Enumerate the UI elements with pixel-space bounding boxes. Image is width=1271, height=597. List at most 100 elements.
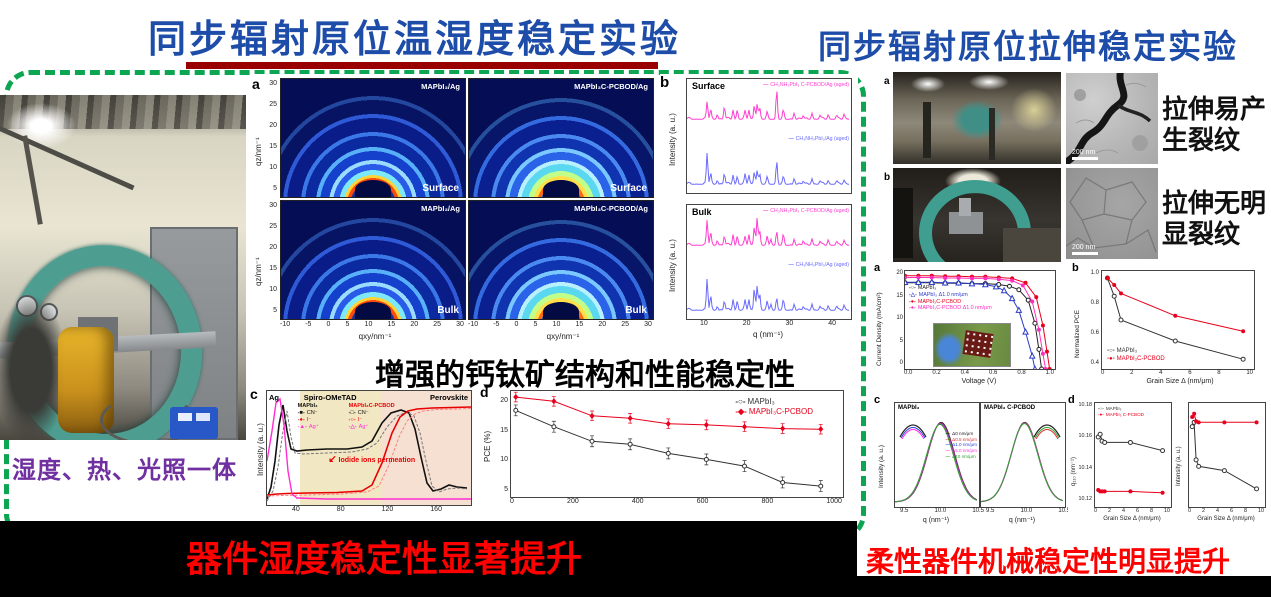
sem-cracked: 200 nm bbox=[1066, 73, 1158, 164]
dark-frame bbox=[923, 102, 931, 158]
panel-rd-xlabel2: Grain Size Δ (nm/μm) bbox=[1197, 516, 1255, 522]
caption-crack: 拉伸易产 生裂纹 bbox=[1162, 94, 1267, 155]
legend-pcbod: — CH₃NH₃PbI₃ C-PCBOD/Ag (aged) bbox=[763, 208, 849, 214]
peak-inset bbox=[899, 424, 927, 439]
panel-d-ylabel: PCE (%) bbox=[483, 430, 492, 462]
panel-rd-plot-q110: -○- MAPbI₃ -●- MAPbI₃ C-PCBOD bbox=[1094, 402, 1172, 508]
stage-inside-ring bbox=[959, 198, 971, 216]
panel-b-surface-plot: Surface — CH₃NH₃PbI₃ C-PCBOD/Ag (aged) — C… bbox=[686, 78, 852, 194]
panel-c-legend-mapbi3: MAPbI₃ -■- CN⁻ -●- I⁻ -▲- Ag⁺ bbox=[297, 403, 319, 430]
panel-b-xlabel: q (nm⁻¹) bbox=[753, 330, 783, 339]
teal-equipment bbox=[951, 100, 1003, 140]
panel-rb-label: b bbox=[1072, 262, 1079, 274]
legend-header: MAPbI₃ bbox=[297, 403, 318, 409]
panel-rb-yticks: 1.0 0.8 0.6 0.4 bbox=[1090, 270, 1099, 366]
panel-rc-xticks1: 9.5 10.0 10.5 bbox=[900, 508, 984, 514]
title-left: 同步辐射原位温湿度稳定实验 bbox=[148, 19, 682, 61]
panel-a-xticks-left: -10 -5 0 5 10 15 20 25 30 bbox=[280, 321, 464, 328]
giwaxs-sample-label: MAPbI₃/Ag bbox=[421, 204, 460, 213]
panel-c-curves bbox=[267, 397, 471, 502]
giwaxs-pcbod-bulk: MAPbI₃C-PCBOD/Ag Bulk bbox=[468, 200, 654, 320]
panel-rd-xticks1: 0 2 4 6 8 10 bbox=[1094, 508, 1170, 514]
panel-rc-xlabel1: q (nm⁻¹) bbox=[922, 517, 950, 524]
left-photo-caption: 湿度、热、光照一体 bbox=[12, 457, 237, 484]
panel-rc-legend: — Δ0 nm/μm — Δ0.5 nm/μm — Δ1.0 nm/μm — Δ5.0 nm/… bbox=[945, 431, 977, 459]
subpanel-title: MAPbI₃ bbox=[898, 405, 920, 411]
title-right: 同步辐射原位拉伸稳定实验 bbox=[818, 30, 1238, 66]
crack-graphic bbox=[1066, 73, 1152, 164]
peak-curves-mapbi3 bbox=[895, 421, 978, 503]
panel-a-yticks-top: 30 25 20 15 10 5 bbox=[269, 80, 277, 192]
giwaxs-sample-label: MAPbI₃/Ag bbox=[421, 82, 460, 91]
middle-conclusion: 器件湿度稳定性显著提升 bbox=[186, 539, 583, 579]
lamp-glow bbox=[911, 76, 945, 92]
right-conclusion: 柔性器件机械稳定性明显提升 bbox=[866, 547, 1231, 578]
panel-b-ylabel: Intensity (a. u.) bbox=[668, 113, 677, 166]
panel-rb-npce: b Normalized PCE 1.0 0.8 0.6 0.4 -○- MAPbI₃ -… bbox=[1072, 262, 1268, 394]
panel-rb-legend: -○- MAPbI₃ -●- MAPbI₃C-PCBOD bbox=[1107, 348, 1165, 362]
panel-a-ylabel: qz/nm⁻¹ bbox=[254, 137, 263, 166]
grain-boundaries bbox=[1066, 177, 1157, 253]
panel-d-pce: d PCE (%) 20 15 10 5 -○- MAPbI₃ -◆- MAPbI₃C-PC… bbox=[480, 384, 848, 520]
right-photo-a-label: a bbox=[884, 76, 890, 87]
giwaxs-region-label: Surface bbox=[610, 183, 647, 194]
panel-rd-yticks: 10.18 10.16 10.14 10.12 bbox=[1078, 402, 1093, 502]
panel-a-giwaxs: a qz/nm⁻¹ qz/nm⁻¹ 30 25 20 15 10 5 30 25 20 15 10… bbox=[250, 74, 658, 350]
panel-rb-xticks: 0 2 4 6 8 10 bbox=[1101, 370, 1253, 376]
panel-rc-ylabel: Intensity (a. u.) bbox=[878, 445, 885, 488]
panel-ra-legend: -○- MAPbI₃ -△- MAPbI₃ Δ1.0 nm/μm -●- MAPbI₃C-… bbox=[909, 285, 992, 312]
panel-a-yticks-bottom: 30 25 20 15 10 5 bbox=[269, 202, 277, 314]
giwaxs-sample-label: MAPbI₃C-PCBOD/Ag bbox=[574, 204, 648, 213]
side-panel bbox=[893, 188, 913, 258]
panel-rd-xticks2: 0 2 4 6 8 10 bbox=[1188, 508, 1264, 514]
panel-rc-peaks: c Intensity (a. u.) MAPbI₃ — Δ0 nm/μm — Δ0.… bbox=[874, 394, 1070, 536]
giwaxs-sample-label: MAPbI₃C-PCBOD/Ag bbox=[574, 82, 648, 91]
title-underline bbox=[186, 62, 658, 69]
panel-b-ylabel2: Intensity (a. u.) bbox=[668, 239, 677, 292]
panel-rd-ylabel-right: Intensity (a. u.) bbox=[1176, 446, 1182, 486]
peak-curves-pcbod bbox=[981, 421, 1064, 503]
panel-d-plot: -○- MAPbI₃ -◆- MAPbI₃C-PCBOD bbox=[510, 390, 844, 498]
panel-ra-xlabel: Voltage (V) bbox=[961, 378, 997, 385]
panel-a-ylabel2: qz/nm⁻¹ bbox=[254, 257, 263, 286]
panel-d-xticks: 0 200 400 600 800 1000 bbox=[510, 498, 842, 505]
giwaxs-region-label: Surface bbox=[422, 183, 459, 194]
npce-chart bbox=[1104, 275, 1246, 362]
q110-chart bbox=[1095, 431, 1166, 495]
panel-ra-xticks: 0.0 0.2 0.4 0.6 0.8 1.0 bbox=[904, 370, 1054, 376]
panel-rb-plot: -○- MAPbI₃ -●- MAPbI₃C-PCBOD bbox=[1101, 270, 1255, 370]
panel-rc-label: c bbox=[874, 394, 881, 406]
giwaxs-mapbi3-bulk: MAPbI₃/Ag Bulk bbox=[280, 200, 466, 320]
panel-b-xticks: 10 20 30 40 bbox=[700, 320, 836, 327]
panel-c-profile: c Intensity (a. u.) Ag Spiro-OMeTAD Pero… bbox=[250, 386, 476, 520]
scale-bar: 200 nm bbox=[1072, 244, 1098, 255]
pce-chart bbox=[513, 391, 824, 492]
subpanel-title: MAPbI₃ C-PCBOD bbox=[984, 405, 1036, 411]
right-photo-b-label: b bbox=[884, 172, 891, 183]
lamp-glow bbox=[6, 103, 76, 149]
panel-rd-q110: d q₁₁₀ (nm⁻¹) 10.18 10.16 10.14 10.12 -○- MA… bbox=[1068, 394, 1268, 536]
panel-rc-plot-mapbi3: MAPbI₃ — Δ0 nm/μm — Δ0.5 nm/μm — Δ1.0 nm/μm — Δ… bbox=[894, 402, 980, 508]
legend-header: MAPbI₃C-PCBOD bbox=[348, 403, 395, 409]
stage-inside-ring bbox=[949, 212, 983, 234]
panel-c-ylabel: Intensity (a. u.) bbox=[256, 423, 265, 476]
panel-d-legend: -○- MAPbI₃ -◆- MAPbI₃C-PCBOD bbox=[735, 397, 813, 416]
caption-no-crack: 拉伸无明 显裂纹 bbox=[1162, 188, 1267, 249]
beamline-photo bbox=[0, 95, 246, 440]
panel-rd-xlabel1: Grain Size Δ (nm/μm) bbox=[1103, 516, 1161, 522]
panel-d-yticks: 20 15 10 5 bbox=[500, 397, 508, 493]
xrd-surface-curves bbox=[687, 91, 849, 186]
panel-b-label: b bbox=[660, 74, 670, 91]
blue-glove bbox=[934, 332, 964, 366]
floor-clutter bbox=[1003, 228, 1061, 263]
tensile-photo-b bbox=[893, 168, 1061, 263]
panel-ra-plot: -○- MAPbI₃ -△- MAPbI₃ Δ1.0 nm/μm -●- MAPbI₃C-… bbox=[904, 270, 1056, 370]
bottom-bar-right bbox=[857, 576, 1271, 597]
lamp-glow bbox=[969, 74, 1009, 90]
bulk-label: Bulk bbox=[692, 207, 712, 217]
region-label-perovskite: Perovskite bbox=[430, 393, 468, 402]
flexible-device bbox=[962, 330, 994, 358]
legend-ref: — CH₃NH₃PbI₃/Ag (aged) bbox=[788, 136, 849, 142]
bottom-bar-left bbox=[0, 521, 857, 597]
controller-box bbox=[170, 407, 218, 439]
